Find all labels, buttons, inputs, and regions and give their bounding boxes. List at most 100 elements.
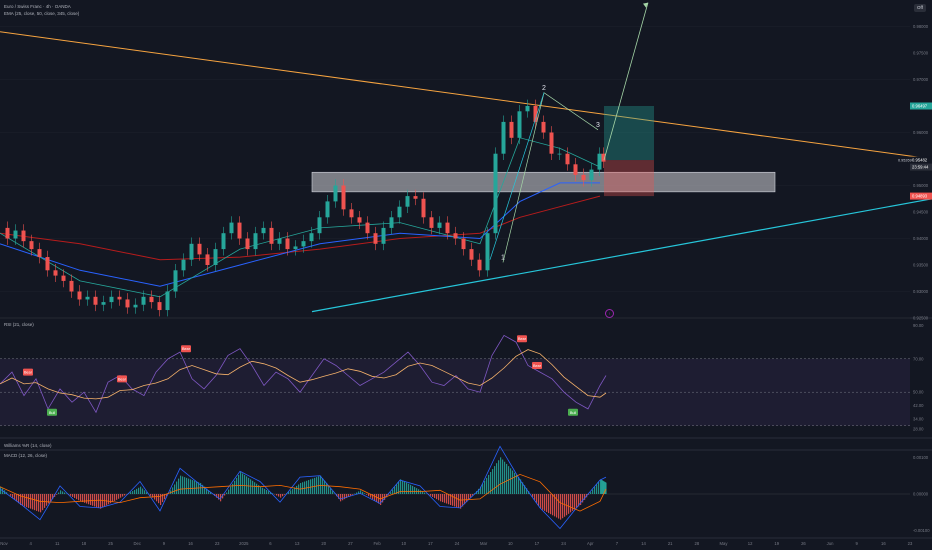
macd-histogram-bar — [200, 483, 202, 494]
macd-histogram-bar — [260, 486, 262, 494]
rsi-tick-label: 28.00 — [913, 426, 924, 431]
macd-histogram-bar — [250, 479, 252, 494]
time-tick-label: 17 — [535, 541, 540, 546]
macd-histogram-bar — [50, 494, 52, 502]
macd-histogram-bar — [90, 494, 92, 505]
macd-histogram-bar — [62, 491, 64, 494]
macd-histogram-bar — [144, 490, 146, 494]
candle-body — [93, 296, 98, 305]
time-tick-label: Jun — [827, 541, 834, 546]
off-button[interactable]: Off — [914, 4, 926, 12]
alert-icon[interactable]: ! — [605, 309, 614, 318]
candle-body — [301, 241, 306, 247]
macd-histogram-bar — [178, 478, 180, 494]
candle-body — [477, 259, 482, 271]
wave-label-2: 2 — [542, 85, 546, 92]
macd-histogram-bar — [6, 492, 8, 494]
time-tick-label: 18 — [82, 541, 87, 546]
candle-body — [429, 217, 434, 228]
rsi-signal-label: Bear — [533, 364, 542, 368]
rsi-tick-label: 50.00 — [913, 390, 924, 395]
price-tag-current: 0.95482 — [912, 158, 928, 163]
candle-body — [189, 243, 194, 260]
rsi-signal-label: Bull — [49, 411, 55, 415]
macd-histogram-bar — [506, 463, 508, 494]
macd-histogram-bar — [434, 494, 436, 499]
rsi-signal-label: Bear — [24, 371, 33, 375]
price-tick-label: 0.97500 — [913, 51, 929, 56]
macd-histogram-bar — [186, 477, 188, 494]
macd-histogram-bar — [456, 494, 458, 508]
price-tag-stop: 0.94893 — [912, 194, 928, 199]
macd-histogram-bar — [358, 491, 360, 494]
macd-histogram-bar — [10, 494, 12, 496]
macd-histogram-bar — [532, 494, 534, 497]
candle-body — [445, 222, 450, 234]
macd-histogram-bar — [574, 494, 576, 510]
rsi-signal-sell — [532, 361, 542, 369]
price-tick-label: 0.94500 — [913, 210, 929, 215]
macd-histogram-bar — [34, 494, 36, 511]
macd-histogram-bar — [378, 494, 380, 504]
macd-title: MACD (12, 26, close) — [4, 453, 48, 458]
williams-title: Williams %R (14, close) — [4, 443, 52, 448]
support-trendline — [311, 198, 932, 313]
macd-histogram-bar — [484, 480, 486, 494]
macd-histogram-bar — [234, 480, 236, 494]
macd-histogram-bar — [324, 480, 326, 494]
candle-body — [373, 233, 378, 244]
macd-histogram-bar — [416, 488, 418, 494]
macd-histogram-bar — [182, 476, 184, 494]
time-tick-label: 4 — [29, 541, 32, 546]
candle-body — [85, 296, 90, 300]
price-tag-target-bg — [910, 102, 932, 110]
macd-histogram-bar — [342, 494, 344, 501]
macd-histogram-bar — [88, 494, 90, 505]
macd-histogram-bar — [346, 494, 348, 499]
candle-body — [133, 304, 138, 308]
macd-histogram-bar — [92, 494, 94, 506]
macd-histogram-bar — [108, 494, 110, 505]
macd-histogram-bar — [78, 494, 80, 501]
time-tick-label: 19 — [774, 541, 779, 546]
time-tick-label: 10 — [508, 541, 513, 546]
projection-arrow-line — [603, 2, 649, 161]
macd-histogram-bar — [596, 484, 598, 494]
rsi-signal-label: Bear — [518, 337, 527, 341]
candle-body — [37, 249, 42, 258]
macd-histogram-bar — [542, 494, 544, 510]
macd-histogram-bar — [605, 482, 607, 494]
macd-histogram-bar — [452, 494, 454, 506]
time-tick-label: 14 — [641, 541, 646, 546]
macd-histogram-bar — [438, 494, 440, 501]
macd-histogram-bar — [240, 472, 242, 494]
macd-histogram-bar — [106, 494, 108, 506]
macd-histogram-bar — [188, 478, 190, 494]
candle-body — [293, 246, 298, 250]
macd-histogram-bar — [398, 481, 400, 494]
macd-histogram-bar — [396, 484, 398, 494]
macd-histogram-bar — [216, 494, 218, 498]
rsi-signal-sell — [23, 368, 33, 376]
candle-body — [541, 121, 546, 133]
price-tick-label: 0.97000 — [913, 77, 929, 82]
macd-histogram-bar — [252, 480, 254, 494]
macd-histogram-bar — [534, 494, 536, 500]
macd-histogram-bar — [498, 460, 500, 494]
macd-histogram-bar — [444, 494, 446, 503]
macd-histogram-bar — [136, 488, 138, 494]
macd-histogram-bar — [500, 457, 502, 494]
candle-body — [285, 238, 290, 250]
macd-histogram-bar — [134, 489, 136, 494]
macd-histogram-bar — [160, 494, 162, 505]
macd-histogram-bar — [238, 474, 240, 494]
ema-legend: EMA (25, close, 50, close, 345, close) — [4, 11, 80, 16]
candle-body — [13, 230, 18, 239]
price-tag-stop-bg — [910, 192, 932, 200]
price-tick-label: 0.92500 — [913, 316, 929, 321]
candle-body — [5, 227, 10, 239]
macd-histogram-bar — [172, 487, 174, 494]
macd-histogram-bar — [568, 494, 570, 514]
candle-body — [589, 169, 594, 181]
